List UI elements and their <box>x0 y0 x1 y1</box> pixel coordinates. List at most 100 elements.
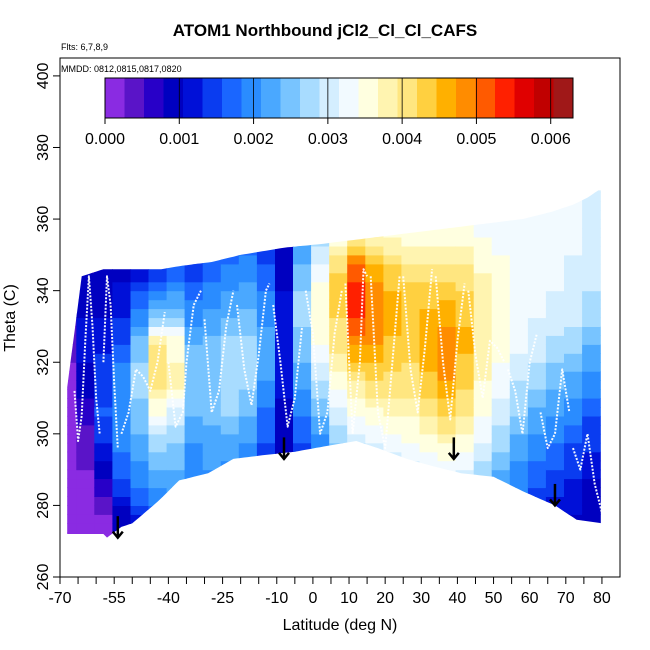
heatmap-cell <box>491 317 511 327</box>
heatmap-cell <box>455 487 475 497</box>
heatmap-cell <box>94 371 113 381</box>
heatmap-cell <box>311 433 330 444</box>
heatmap-cell <box>329 353 348 363</box>
flight-track <box>434 276 466 421</box>
heatmap-cell <box>202 353 222 363</box>
heatmap-cell <box>76 523 95 533</box>
heatmap-cell <box>419 219 439 229</box>
heatmap-cell <box>94 415 113 426</box>
heatmap-cell <box>329 190 348 193</box>
heatmap-cell <box>491 201 511 211</box>
heatmap-cell <box>509 228 529 238</box>
heatmap-cell <box>545 308 565 319</box>
heatmap-cell <box>401 496 421 506</box>
heatmap-cell <box>401 415 421 426</box>
colorbar-tick-label: 0.000 <box>85 131 125 148</box>
heatmap-cell <box>491 407 511 417</box>
colorbar-swatch <box>475 78 496 118</box>
heatmap-cell <box>293 460 312 471</box>
heatmap-cell <box>76 201 95 211</box>
heatmap-cell <box>329 478 348 489</box>
heatmap-cell <box>491 433 511 444</box>
heatmap-cell <box>527 326 547 336</box>
heatmap-cell <box>365 308 384 319</box>
heatmap-cell <box>455 478 475 489</box>
heatmap-cell <box>582 389 601 399</box>
heatmap-cell <box>184 433 204 444</box>
heatmap-cell <box>67 317 77 327</box>
heatmap-cell <box>401 245 421 256</box>
heatmap-cell <box>401 317 421 327</box>
heatmap-cell <box>509 514 529 524</box>
heatmap-cell <box>311 469 330 480</box>
heatmap-cell <box>130 415 150 426</box>
heatmap-cell <box>545 272 565 283</box>
heatmap-cell <box>365 281 384 292</box>
heatmap-cell <box>527 290 547 301</box>
heatmap-cell <box>401 442 421 453</box>
heatmap-cell <box>509 245 529 256</box>
chart-title: ATOM1 Northbound jCl2_Cl_Cl_CAFS <box>173 21 477 40</box>
heatmap-cell <box>148 389 168 399</box>
flight-track <box>73 275 101 442</box>
heatmap-cell <box>527 237 547 247</box>
heatmap-cell <box>202 532 222 538</box>
heatmap-cell <box>94 514 113 524</box>
heatmap-cell <box>238 389 258 399</box>
heatmap-cell <box>94 228 113 238</box>
heatmap-cell <box>509 532 529 538</box>
heatmap-cell <box>509 371 529 381</box>
heatmap-cell <box>455 442 475 453</box>
heatmap-cell <box>112 192 132 202</box>
heatmap-cell <box>401 532 421 538</box>
heatmap-cell <box>256 353 276 363</box>
heatmap-cell <box>383 398 403 408</box>
heatmap-cell <box>401 362 421 372</box>
heatmap-cell <box>437 272 457 283</box>
heatmap-cell <box>275 496 294 506</box>
heatmap-cell <box>347 190 366 193</box>
heatmap-cell <box>347 380 366 390</box>
heatmap-cell <box>166 210 186 220</box>
heatmap-cell <box>329 380 348 390</box>
heatmap-cell <box>76 290 95 301</box>
heatmap-cell <box>166 245 186 256</box>
heatmap-cell <box>94 190 113 193</box>
heatmap-cell <box>455 290 475 301</box>
heatmap-cell <box>419 281 439 292</box>
heatmap-cell <box>293 290 312 301</box>
colorbar-swatch <box>534 78 554 118</box>
heatmap-cell <box>527 201 547 211</box>
heatmap-cell <box>383 317 403 327</box>
heatmap-cell <box>383 237 403 247</box>
heatmap-cell <box>112 460 132 471</box>
heatmap-cell <box>130 326 150 336</box>
arrow-head <box>549 498 561 508</box>
heatmap-cell <box>473 505 493 515</box>
heatmap-cell <box>67 192 77 202</box>
heatmap-cell <box>383 192 403 202</box>
heatmap-cell <box>94 192 113 202</box>
heatmap-cell <box>419 407 439 417</box>
heatmap-cell <box>67 245 77 256</box>
heatmap-cell <box>238 415 258 426</box>
heatmap-cell <box>527 210 547 220</box>
heatmap-cell <box>256 487 276 497</box>
heatmap-cell <box>582 353 601 363</box>
colorbar-swatch <box>241 78 262 118</box>
heatmap-cell <box>437 433 457 444</box>
x-tick-label: 50 <box>485 590 503 607</box>
heatmap-cell <box>76 219 95 229</box>
heatmap-cell <box>112 201 132 211</box>
heatmap-cell <box>130 398 150 408</box>
heatmap-cell <box>94 263 113 274</box>
heatmap-cell <box>148 254 168 265</box>
heatmap-cell <box>202 290 222 301</box>
heatmap-cell <box>166 424 186 435</box>
heatmap-cell <box>202 326 222 336</box>
heatmap-cell <box>582 424 601 435</box>
heatmap-cell <box>275 281 294 292</box>
heatmap-cell <box>238 335 258 345</box>
heatmap-cell <box>527 514 547 524</box>
heatmap-cell <box>202 442 222 453</box>
